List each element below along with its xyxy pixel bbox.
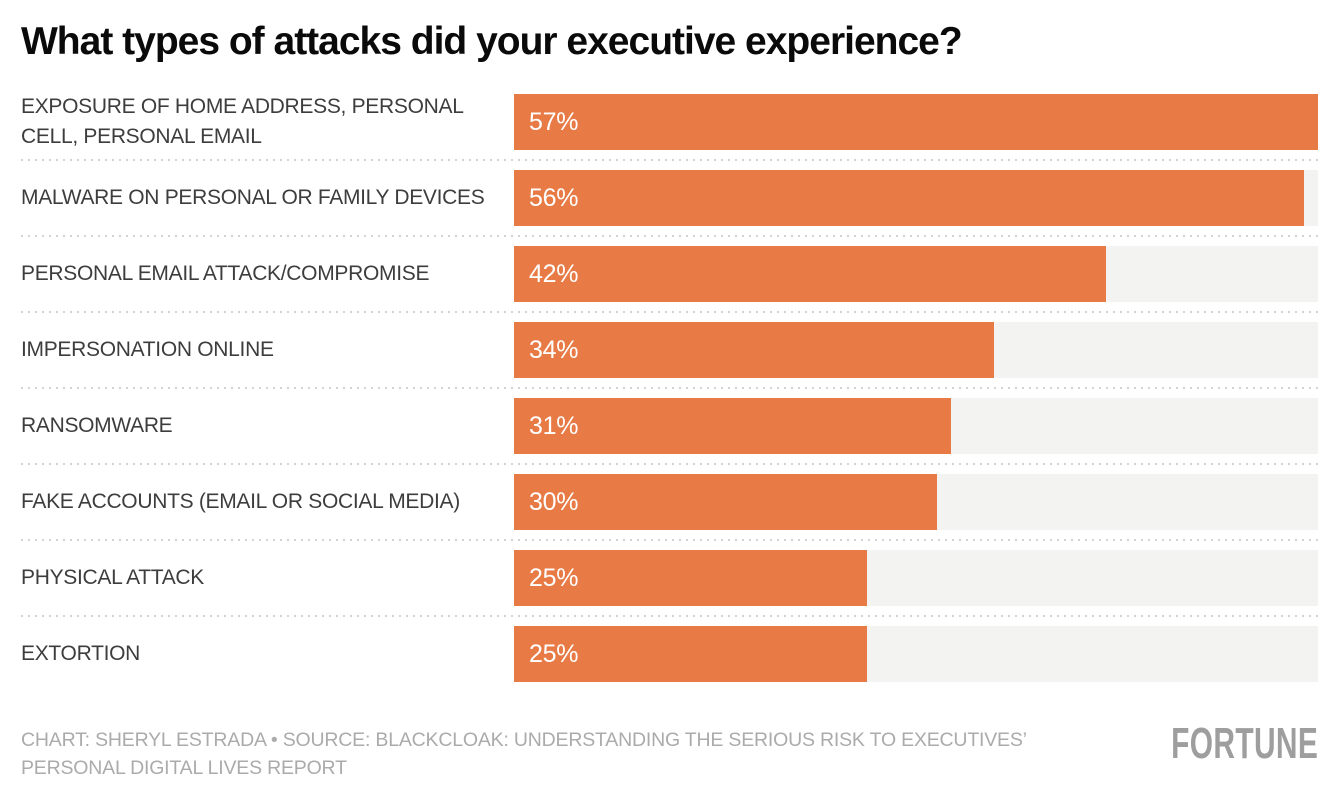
- bar-value-label: 56%: [529, 183, 579, 212]
- bar-row: IMPERSONATION ONLINE 34%: [21, 311, 1318, 388]
- category-label: EXPOSURE OF HOME ADDRESS, PERSONAL CELL,…: [21, 95, 463, 148]
- bar-track: 25%: [514, 626, 1318, 682]
- bar: 31%: [514, 398, 952, 454]
- bar-value-label: 31%: [529, 411, 579, 440]
- bar-value-label: 25%: [529, 639, 579, 668]
- bar-row: EXPOSURE OF HOME ADDRESS, PERSONAL CELL,…: [21, 84, 1318, 160]
- chart-footer: CHART: SHERYL ESTRADA • SOURCE: BLACKCLO…: [21, 722, 1318, 782]
- credit-source-text: CHART: SHERYL ESTRADA • SOURCE: BLACKCLO…: [21, 729, 1027, 779]
- category-label: MALWARE ON PERSONAL OR FAMILY DEVICES: [21, 186, 485, 209]
- bar-track: 25%: [514, 550, 1318, 606]
- category-label: EXTORTION: [21, 642, 141, 665]
- bar-value-label: 30%: [529, 487, 579, 516]
- bar: 30%: [514, 474, 938, 530]
- bar-value-label: 25%: [529, 563, 579, 592]
- bar: 56%: [514, 170, 1304, 226]
- bar-track: 56%: [514, 170, 1318, 226]
- bar-track: 34%: [514, 322, 1318, 378]
- category-label: PERSONAL EMAIL ATTACK/COMPROMISE: [21, 262, 430, 285]
- bar-track: 30%: [514, 474, 1318, 530]
- fortune-logo: FORTUNE: [1171, 719, 1318, 768]
- bar-row: EXTORTION 25%: [21, 615, 1318, 692]
- bar-value-label: 34%: [529, 335, 579, 364]
- bar-row: PERSONAL EMAIL ATTACK/COMPROMISE 42%: [21, 235, 1318, 312]
- bar: 25%: [514, 626, 867, 682]
- category-label: PHYSICAL ATTACK: [21, 566, 204, 589]
- category-label: IMPERSONATION ONLINE: [21, 338, 274, 361]
- bar: 25%: [514, 550, 867, 606]
- bar-track: 57%: [514, 94, 1318, 150]
- bar-value-label: 57%: [529, 107, 579, 136]
- bar-row: RANSOMWARE 31%: [21, 387, 1318, 464]
- bar: 42%: [514, 246, 1107, 302]
- bar-value-label: 42%: [529, 259, 579, 288]
- bar: 57%: [514, 94, 1318, 150]
- bar-track: 42%: [514, 246, 1318, 302]
- category-label: RANSOMWARE: [21, 414, 173, 437]
- category-label: FAKE ACCOUNTS (EMAIL OR SOCIAL MEDIA): [21, 490, 460, 513]
- bar-track: 31%: [514, 398, 1318, 454]
- bar-row: PHYSICAL ATTACK 25%: [21, 539, 1318, 616]
- bar-row: MALWARE ON PERSONAL OR FAMILY DEVICES 56…: [21, 159, 1318, 236]
- bar: 34%: [514, 322, 994, 378]
- chart-title: What types of attacks did your executive…: [21, 20, 963, 63]
- bar-chart: EXPOSURE OF HOME ADDRESS, PERSONAL CELL,…: [21, 84, 1318, 692]
- bar-row: FAKE ACCOUNTS (EMAIL OR SOCIAL MEDIA) 30…: [21, 463, 1318, 540]
